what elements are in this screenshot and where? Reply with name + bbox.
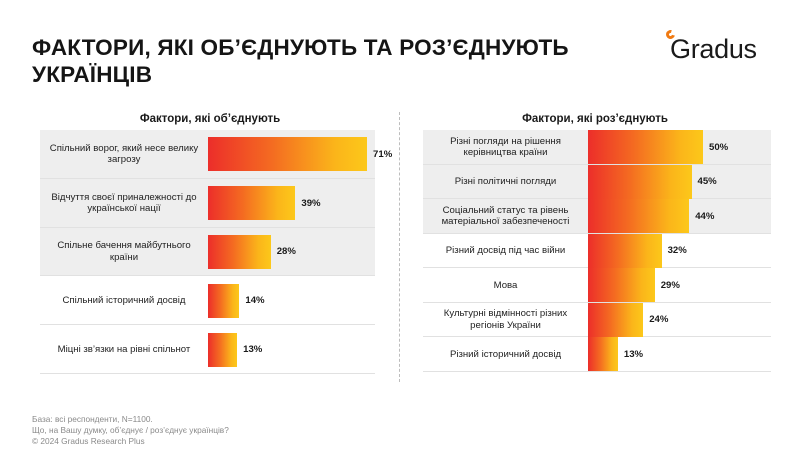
category-label: Різний досвід під час війни — [445, 245, 566, 256]
bar — [588, 337, 618, 372]
data-label: 50% — [709, 141, 729, 153]
bar-row: Соціальний статус та рівень матеріальної… — [423, 199, 771, 234]
bar-row: Спільний історичний досвід 14% — [40, 276, 375, 326]
category-label: Відчуття своєї приналежності до українсь… — [51, 191, 197, 215]
data-label: 32% — [667, 245, 687, 257]
row-separator — [40, 324, 375, 326]
bar — [588, 233, 662, 268]
bar — [208, 332, 238, 367]
footnote: База: всі респонденти, N=1100. Що, на Ва… — [32, 414, 229, 447]
row-separator — [40, 275, 375, 277]
category-label: Різний історичний досвід — [449, 348, 562, 360]
chart-divider — [399, 112, 400, 382]
row-separator — [40, 226, 375, 228]
category-label: Спільний історичний досвід — [62, 295, 186, 307]
bar-row: Мова 29% — [423, 268, 771, 303]
bar — [588, 130, 703, 165]
gradus-logo: Gradus — [660, 28, 780, 64]
page-title-line2: УКРАЇНЦІВ — [32, 62, 153, 87]
category-label: Спільне бачення майбутнього країни — [57, 240, 191, 263]
data-label: 71% — [373, 148, 393, 160]
data-label: 14% — [245, 295, 265, 307]
category-label: Різні погляди на рішення керівництва кра… — [450, 135, 561, 159]
gradus-logo-text: Gradus — [670, 34, 757, 64]
bar — [588, 302, 644, 337]
data-label: 13% — [623, 348, 644, 360]
bar — [208, 137, 368, 172]
row-separator — [40, 372, 375, 374]
category-label: Різні політичні погляди — [454, 176, 557, 187]
data-label: 44% — [695, 210, 715, 222]
bar-row: Різний досвід під час війни 32% — [423, 233, 771, 268]
category-label: Мова — [493, 279, 518, 291]
bar-row: Спільне бачення майбутнього країни 28% — [40, 227, 375, 277]
right-chart-title: Фактори, які роз’єднують — [522, 113, 668, 125]
page-title: ФАКТОРИ, ЯКІ ОБ’ЄДНУЮТЬ ТА РОЗ’ЄДНУЮТЬ У… — [32, 34, 612, 88]
bar — [208, 186, 296, 221]
right-bar-chart: Різні погляди на рішення керівництва кра… — [423, 130, 771, 372]
data-label: 24% — [649, 314, 669, 326]
row-separator — [40, 177, 375, 179]
bar-row: Спільний ворог, який несе велику загрозу… — [40, 130, 392, 179]
bar-row: Різні політичні погляди 45% — [423, 164, 771, 199]
category-label: Культурні відмінності різних регіонів Ук… — [443, 308, 568, 331]
bar — [588, 164, 692, 199]
data-label: 45% — [697, 176, 717, 188]
data-label: 29% — [660, 279, 680, 291]
bar-row: Різний історичний досвід 13% — [423, 337, 771, 372]
bar — [208, 234, 271, 269]
data-label: 13% — [243, 344, 263, 356]
left-chart-title: Фактори, які об’єднують — [139, 113, 281, 125]
data-label: 28% — [276, 246, 296, 258]
footnote-copyright: © 2024 Gradus Research Plus — [32, 436, 145, 446]
category-label: Спільний ворог, який несе велику загрозу — [49, 142, 199, 166]
bar — [588, 199, 690, 234]
data-label: 39% — [301, 197, 321, 209]
bar-row: Міцні зв’язки на рівні спільнот 13% — [40, 325, 375, 374]
bar — [208, 283, 240, 318]
left-bar-chart: Спільний ворог, який несе велику загрозу… — [40, 130, 392, 374]
footnote-base: База: всі респонденти, N=1100. — [32, 414, 153, 424]
bar-row: Різні погляди на рішення керівництва кра… — [423, 130, 771, 165]
page-title-line1: ФАКТОРИ, ЯКІ ОБ’ЄДНУЮТЬ ТА РОЗ’ЄДНУЮТЬ — [32, 35, 569, 60]
footnote-question: Що, на Вашу думку, об’єднує / роз’єднує … — [32, 425, 229, 435]
category-label: Міцні зв’язки на рівні спільнот — [57, 343, 191, 355]
bar-row: Культурні відмінності різних регіонів Ук… — [423, 302, 771, 337]
bar — [588, 268, 655, 303]
bar-row: Відчуття своєї приналежності до українсь… — [40, 178, 375, 228]
category-label: Соціальний статус та рівень матеріальної… — [441, 204, 570, 228]
